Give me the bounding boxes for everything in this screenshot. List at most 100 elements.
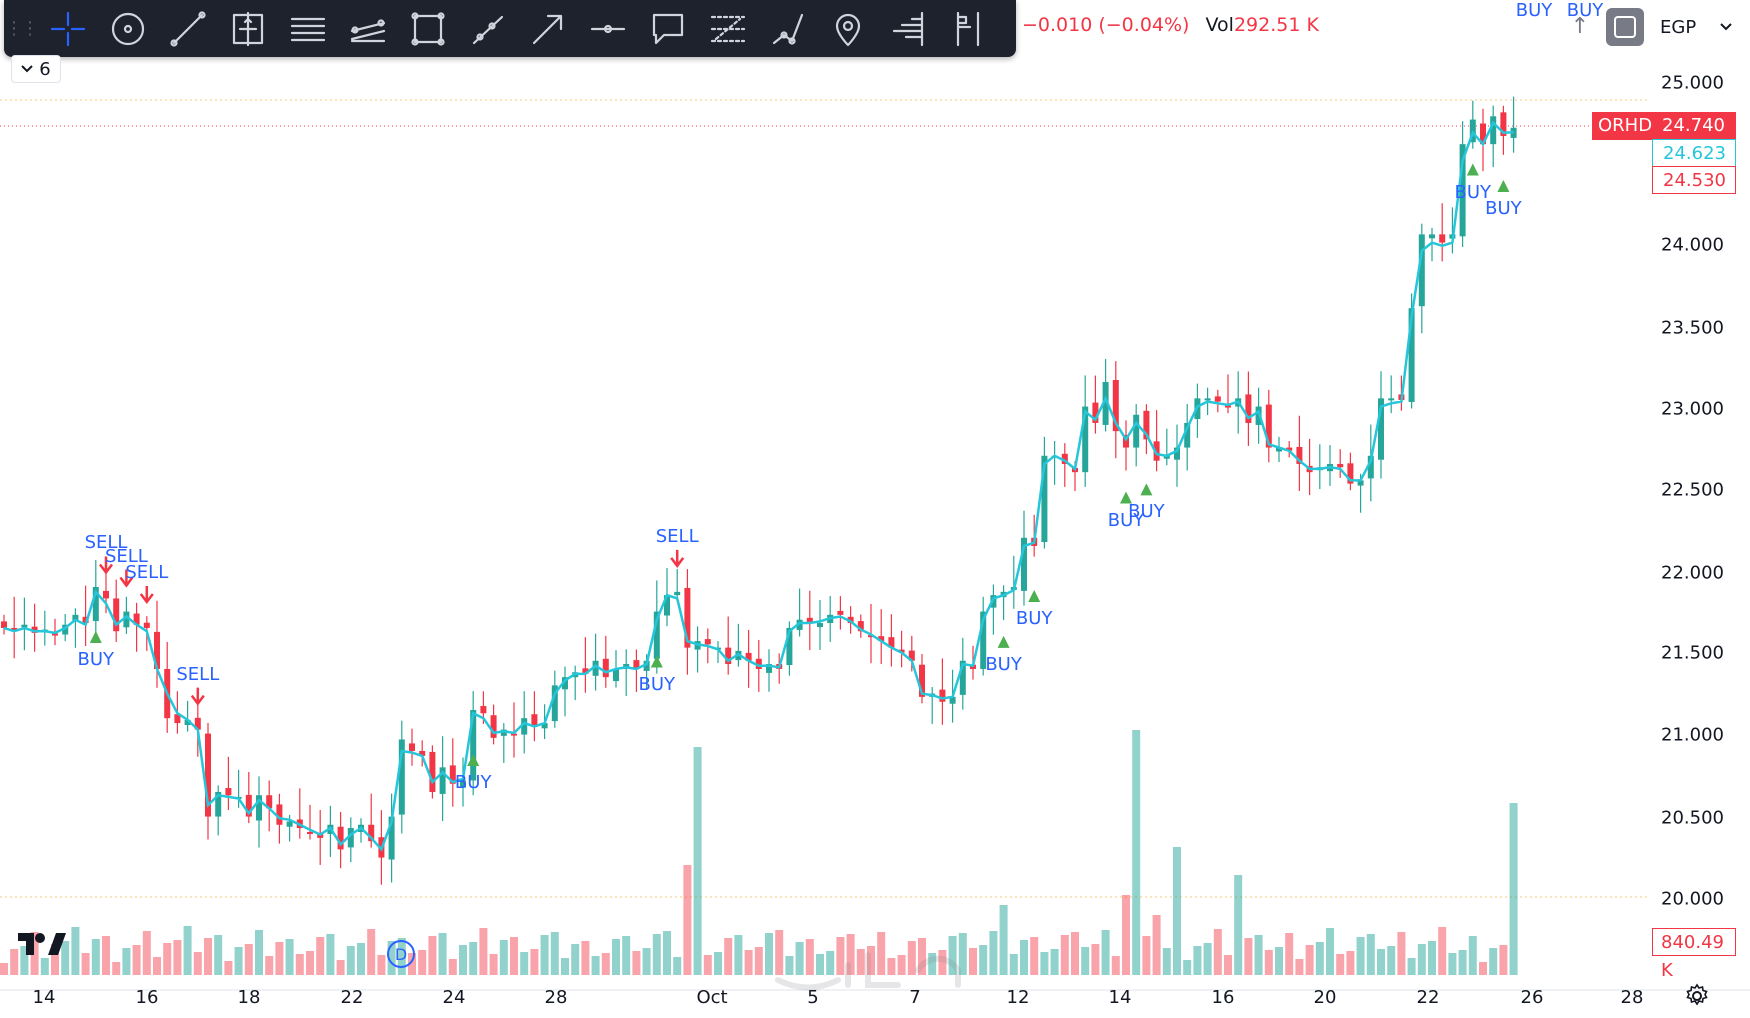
volume-bar: [244, 944, 253, 975]
candle-body: [1102, 381, 1109, 425]
dividend-marker-icon[interactable]: D: [387, 940, 415, 968]
scroll-up-arrow-icon[interactable]: ↑: [1570, 13, 1590, 39]
candle-body: [1296, 446, 1303, 464]
volume-bar: [969, 948, 977, 975]
candle-body: [245, 794, 252, 817]
channel-icon[interactable]: [338, 0, 398, 57]
volume-bar: [408, 953, 416, 975]
buy-arrow-icon: [997, 635, 1010, 648]
trend-line-icon[interactable]: [158, 0, 218, 57]
volume-bar: [989, 931, 998, 975]
ray-icon[interactable]: [458, 0, 518, 57]
pin-icon[interactable]: [818, 0, 878, 57]
crosshair-icon[interactable]: [38, 0, 98, 57]
indicator-collapse-button[interactable]: 6: [11, 55, 61, 83]
volume-bar: [295, 954, 304, 975]
volume-bar: [540, 935, 549, 975]
volume-bar: [173, 940, 182, 975]
candle-body: [1490, 116, 1497, 145]
candle-body: [368, 824, 375, 842]
volume-bar: [1479, 962, 1487, 975]
candle-body: [817, 623, 823, 627]
candle-body: [1276, 447, 1282, 452]
drag-handle-icon[interactable]: ⋮⋮: [5, 18, 39, 39]
candle-body: [103, 590, 109, 599]
volume-bar: [1081, 947, 1090, 975]
volume-bar: [81, 953, 90, 975]
fib-box-icon[interactable]: [218, 0, 278, 57]
callout-icon[interactable]: [638, 0, 698, 57]
volume-bar: [357, 943, 365, 975]
candle-body: [1286, 447, 1293, 451]
volume-bar: [1509, 803, 1518, 975]
candle-body: [766, 664, 772, 673]
candle-body: [72, 614, 79, 621]
candlesticks: [1, 96, 1517, 885]
volume-bar: [1122, 895, 1130, 975]
long-position-icon[interactable]: [938, 0, 998, 57]
buy-arrow-icon: [467, 753, 480, 766]
fib-retracement-icon[interactable]: [698, 0, 758, 57]
buy-signal-label: BUY: [1107, 509, 1145, 531]
volume-bar: [1377, 949, 1385, 975]
volume-bar: [1173, 847, 1181, 975]
parallel-lines-icon[interactable]: [278, 0, 338, 57]
candle-body: [837, 610, 844, 615]
buy-arrow-icon: [1120, 491, 1132, 504]
volume-bar: [20, 946, 29, 975]
date-tick: 16: [135, 987, 159, 1008]
date-tick: 28: [1620, 987, 1644, 1008]
volume-bar: [826, 951, 835, 975]
price-tick: 21.500: [1661, 642, 1724, 664]
circle-icon[interactable]: [98, 0, 158, 57]
candle-body: [1112, 379, 1119, 432]
volume-bar: [1101, 930, 1110, 975]
volume-bar: [91, 939, 100, 975]
volume-bar: [703, 955, 712, 975]
volume-bar: [724, 938, 733, 975]
auto-scale-button[interactable]: [1606, 8, 1644, 46]
volume-bar: [754, 947, 763, 975]
candle-body: [1439, 234, 1446, 243]
rectangle-icon[interactable]: [398, 0, 458, 57]
arrow-icon[interactable]: [518, 0, 578, 57]
candle-body: [704, 639, 711, 645]
date-tick: 22: [340, 987, 364, 1008]
volume-bar: [428, 936, 437, 975]
volume-bar: [1060, 935, 1069, 975]
price-tick: 25.000: [1661, 72, 1724, 94]
volume-bar: [979, 945, 988, 975]
volume-profile-icon[interactable]: [878, 0, 938, 57]
candle-body: [154, 631, 160, 669]
volume-bar: [132, 945, 141, 975]
sell-arrow-icon: [99, 556, 113, 575]
volume-bar: [744, 950, 753, 975]
volume-bar: [0, 963, 8, 975]
volume-bar: [153, 957, 161, 975]
volume-bar: [652, 934, 661, 975]
candle-body: [439, 767, 446, 794]
date-tick: 18: [237, 987, 261, 1008]
sell-arrow-icon: [119, 569, 134, 588]
candle-body: [123, 611, 130, 628]
candle-body: [205, 733, 211, 817]
volume-bar: [418, 950, 427, 975]
date-tick: 16: [1211, 987, 1235, 1008]
horizontal-line-icon[interactable]: [578, 0, 638, 57]
path-icon[interactable]: [758, 0, 818, 57]
volume-bar: [71, 927, 80, 975]
candle-body: [786, 627, 793, 666]
candle-body: [521, 718, 528, 735]
volume-bar: [234, 947, 243, 975]
candle-body: [1245, 394, 1252, 423]
candle-body: [990, 595, 997, 608]
buy-arrow-icon: [1497, 179, 1510, 192]
drawing-toolbar: ⋮⋮: [4, 0, 1016, 57]
buy-arrow-icon: [1028, 589, 1041, 602]
currency-select[interactable]: EGP: [1654, 8, 1750, 46]
gear-icon[interactable]: [1684, 983, 1710, 1009]
volume-bar: [1489, 948, 1498, 975]
candle-body: [1500, 112, 1507, 136]
volume-bar: [1305, 945, 1314, 975]
